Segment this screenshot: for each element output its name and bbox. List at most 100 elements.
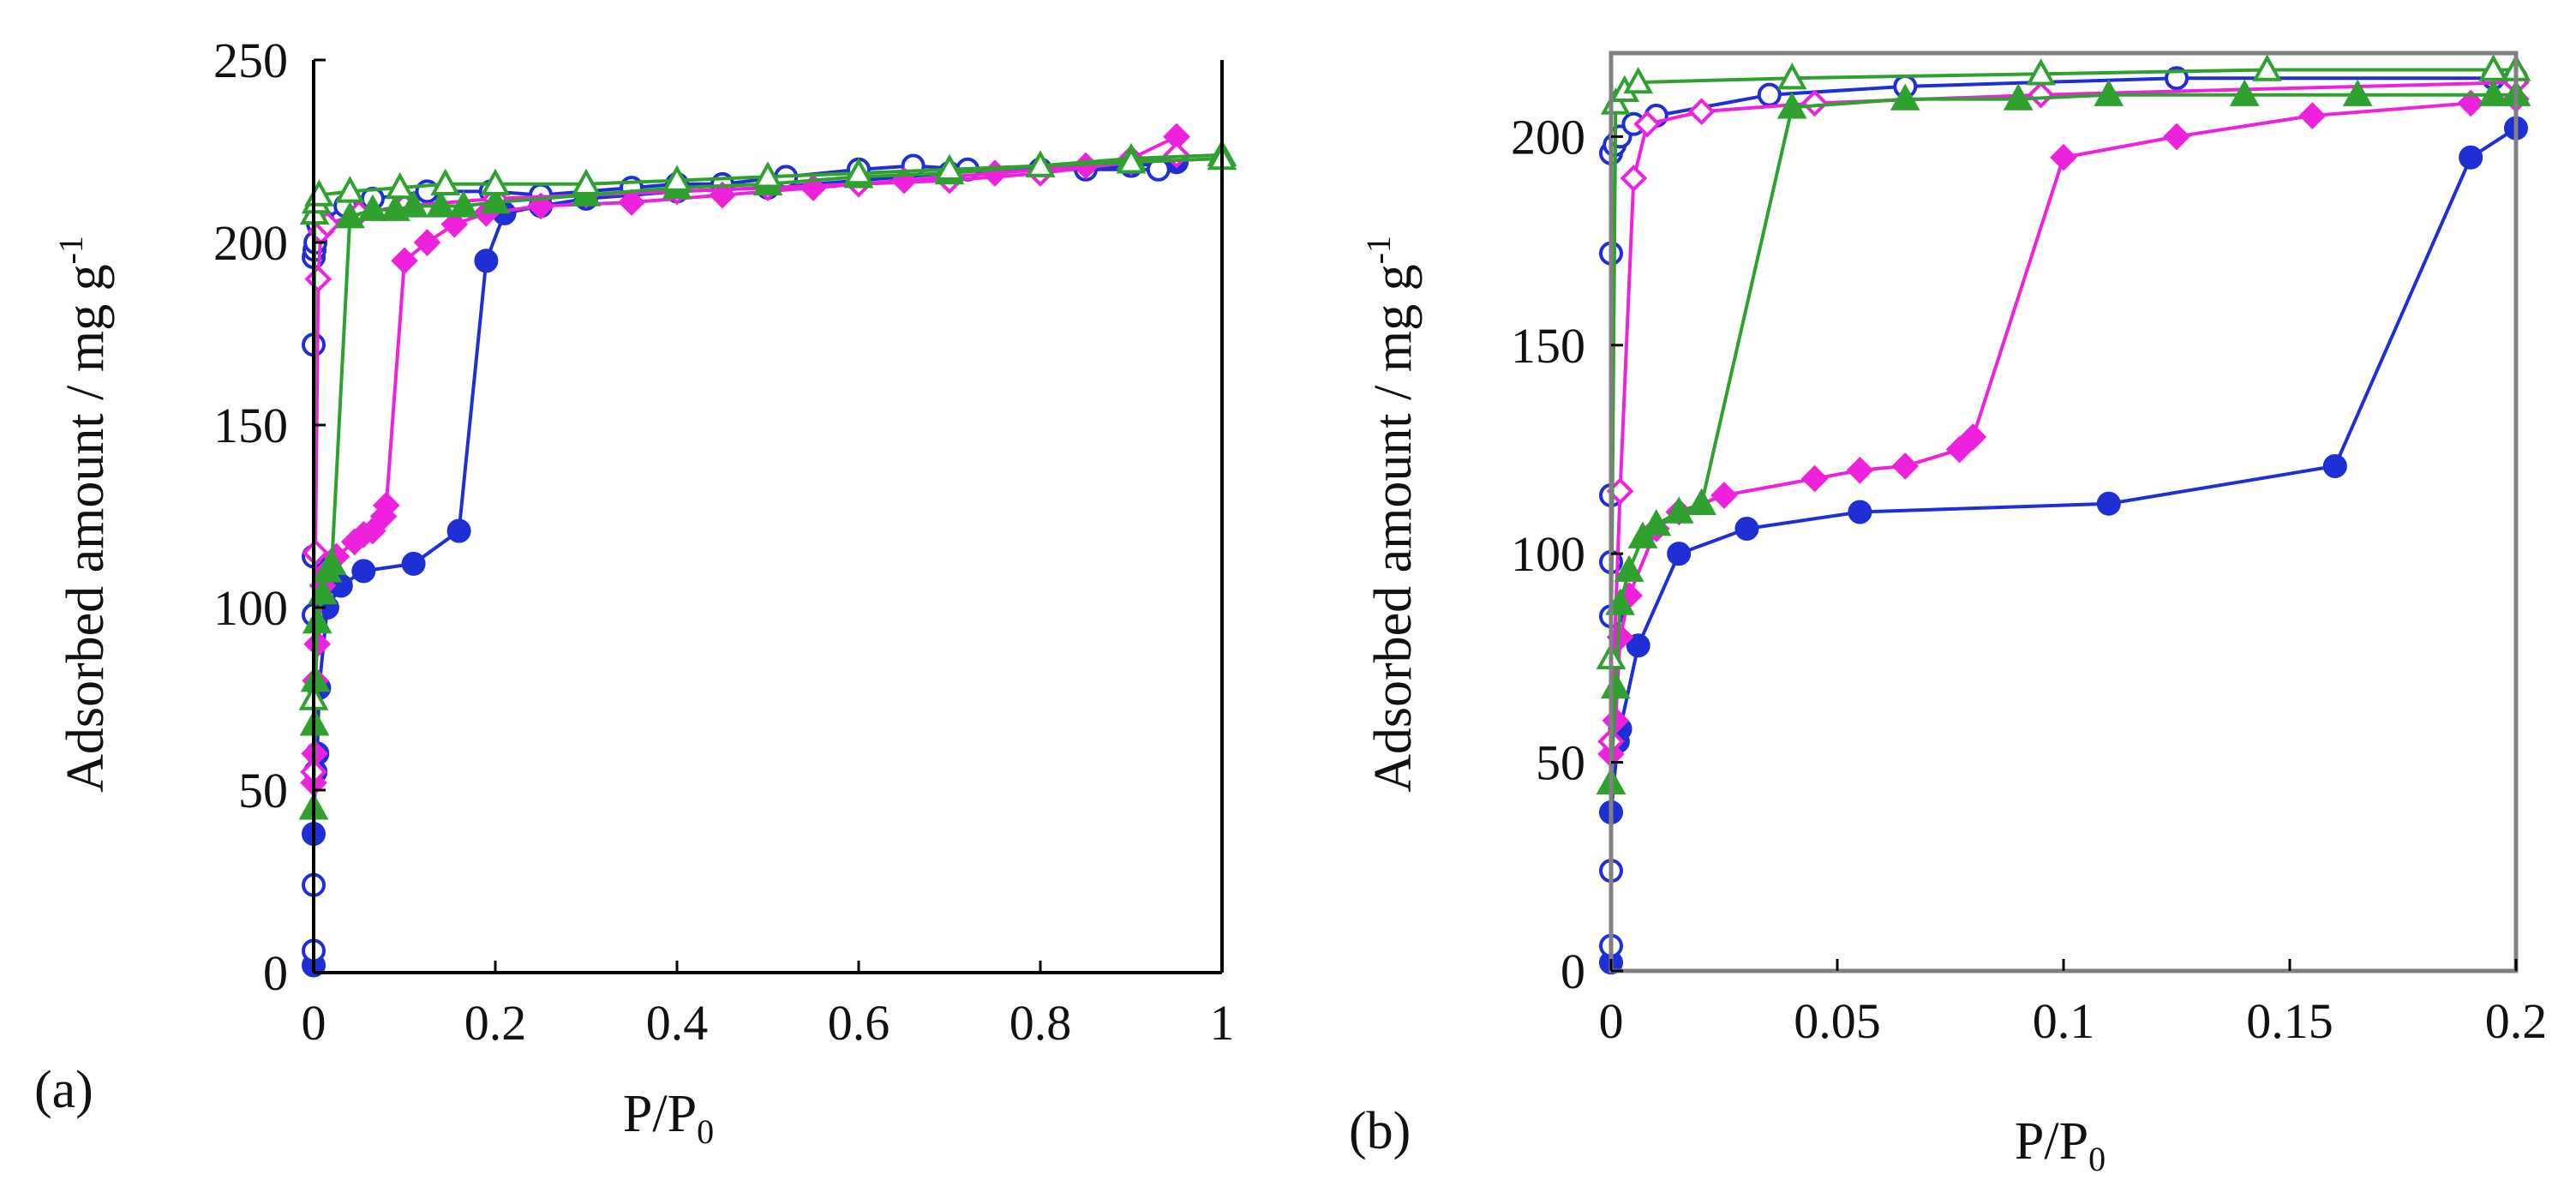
- panel-b-point-filled-circle: [2459, 145, 2483, 170]
- panel-b-x-tick-label: 0.2: [2485, 993, 2548, 1049]
- panel-b-series-line-filled-triangle: [1609, 93, 2516, 783]
- panel-a-y-tick-label: 50: [238, 763, 288, 818]
- panel-b-point-filled-triangle: [1686, 488, 1716, 515]
- panel-b-point-filled-triangle: [1605, 588, 1635, 615]
- panel-b-point-filled-triangle: [2229, 79, 2260, 106]
- panel-b-point-filled-diamond: [1846, 456, 1874, 484]
- panel-a-y-tick-label: 150: [213, 398, 288, 453]
- panel-b-point-open-diamond: [1633, 110, 1662, 138]
- panel-a-x-axis-label-main: P/P: [623, 1085, 697, 1143]
- panel-b-y-tick-label: 0: [1561, 943, 1585, 999]
- panel-a-point-open-triangle: [752, 161, 783, 189]
- panel-b-point-filled-circle: [1848, 500, 1872, 524]
- panel-b-x-tick-label: 0.05: [1794, 993, 1881, 1049]
- panel-b-point-filled-circle: [2096, 491, 2121, 516]
- panel-b-point-filled-triangle: [2003, 83, 2034, 111]
- panel-b-x-axis-label-main: P/P: [2015, 1112, 2088, 1171]
- panel-b-point-filled-diamond: [2163, 123, 2190, 151]
- panel-b-point-open-triangle: [2252, 54, 2282, 81]
- panel-a-point-open-triangle: [335, 176, 365, 203]
- panel-b-ticks: 0 50 100 150 200 0 0.05 0.1 0.15 0.2: [1511, 51, 2548, 1049]
- panel-a-point-filled-circle: [474, 249, 499, 273]
- panel-a-y-tick-label: 200: [213, 215, 288, 271]
- panel-b-y-tick-label: 200: [1511, 109, 1585, 165]
- panel-b-point-filled-circle: [1667, 542, 1692, 566]
- panel-a-point-filled-circle: [401, 551, 426, 576]
- panel-a-point-filled-triangle: [398, 190, 428, 218]
- panel-b-point-open-diamond: [2027, 81, 2055, 109]
- panel-a-point-filled-diamond: [413, 229, 441, 256]
- panel-b-point-filled-circle: [1626, 633, 1650, 658]
- panel-a-x-tick-label: 0.2: [464, 995, 527, 1051]
- panel-a-point-filled-diamond: [391, 247, 418, 275]
- panel-b-x-axis-label-sub: 0: [2088, 1140, 2106, 1178]
- panel-b-point-filled-triangle: [1627, 521, 1658, 548]
- panel-a-y-tick-label: 250: [213, 33, 288, 88]
- panel-b-point-filled-diamond: [1959, 423, 1987, 451]
- panel-b-y-tick-label: 150: [1511, 318, 1585, 374]
- panel-a-point-filled-circle: [351, 559, 376, 584]
- panel-b-point-filled-diamond: [1945, 435, 1974, 464]
- panel-a-series-line-open-diamond: [312, 153, 1177, 772]
- panel-b-y-axis-label-main: Adsorbed amount / mg g: [1364, 264, 1423, 793]
- panel-b-point-filled-diamond: [1710, 482, 1738, 509]
- panel-b-point-filled-triangle: [1776, 92, 1807, 119]
- panel-a-point-filled-diamond: [359, 517, 386, 545]
- panel-a-point-filled-triangle: [316, 548, 347, 576]
- panel-b-point-open-triangle: [2026, 58, 2056, 86]
- panel-a-y-axis-label-main: Adsorbed amount / mg g: [57, 264, 115, 793]
- panel-b-point-filled-diamond: [1891, 452, 1920, 480]
- panel-a-x-tick-label: 1: [1210, 995, 1235, 1051]
- panel-b-point-open-triangle: [1623, 66, 1654, 94]
- panel-b-point-filled-diamond: [1800, 464, 1829, 493]
- panel-b-point-filled-diamond: [2298, 102, 2327, 129]
- panel-a-x-tick-label: 0.8: [1009, 995, 1072, 1051]
- panel-b-point-filled-diamond: [2457, 89, 2485, 117]
- panel-b-point-filled-triangle: [2478, 79, 2508, 106]
- panel-b-point-filled-circle: [1734, 516, 1759, 541]
- panel-a-point-filled-triangle: [302, 606, 332, 634]
- panel-b-x-tick-label: 0: [1599, 993, 1624, 1049]
- panel-b-point-open-triangle: [1776, 63, 1807, 90]
- panel-a-point-open-triangle: [1116, 147, 1147, 174]
- panel-a-point-filled-diamond: [618, 189, 645, 216]
- panel-a-y-tick-label: 100: [213, 580, 288, 636]
- panel-b-label: (b): [1349, 1102, 1411, 1160]
- panel-a-point-filled-diamond: [440, 210, 469, 238]
- panel-a-x-axis-label: P/P0: [623, 1085, 714, 1151]
- panel-b-x-tick-label: 0.15: [2246, 993, 2333, 1049]
- panel-b-point-filled-circle: [2322, 453, 2347, 478]
- panel-a-point-open-triangle: [571, 168, 602, 195]
- panel-a-y-axis-label: Adsorbed amount / mg g-1: [51, 236, 115, 793]
- panel-b-y-axis-label: Adsorbed amount / mg g-1: [1359, 236, 1423, 793]
- panel-a-point-open-triangle: [480, 168, 511, 195]
- panel-b-point-filled-triangle: [1663, 496, 1694, 524]
- panel-b-y-axis-label-sup: -1: [1359, 236, 1398, 264]
- panel-b-series-line-open-diamond: [1609, 81, 2517, 742]
- panel-b-point-filled-triangle: [1614, 554, 1644, 582]
- panel-a-point-filled-diamond: [372, 491, 400, 519]
- panel-a-point-filled-triangle: [308, 577, 338, 605]
- panel-a-point-filled-circle: [446, 518, 471, 543]
- panel-a-point-filled-triangle: [335, 201, 365, 229]
- panel-b-x-axis-label: P/P0: [2015, 1112, 2106, 1178]
- panel-b-point-filled-triangle: [1890, 83, 1920, 111]
- panel-b-y-tick-label: 50: [1536, 735, 1585, 791]
- panel-a-point-open-triangle: [662, 165, 692, 192]
- panel-b-x-tick-label: 0.1: [2033, 993, 2095, 1049]
- panel-a-point-open-triangle: [430, 168, 461, 195]
- panel-a-y-axis-label-sup: -1: [51, 236, 90, 264]
- panel-a-point-filled-triangle: [426, 190, 456, 218]
- panel-a-point-open-triangle: [1025, 150, 1056, 177]
- panel-a-label: (a): [34, 1061, 93, 1119]
- panel-a-ticks: 0 50 100 150 200 250 0 0.2 0.4 0.6 0.8 1: [213, 33, 1235, 1051]
- panel-a-point-filled-triangle: [448, 190, 479, 218]
- panel-b-point-open-diamond: [1687, 98, 1716, 126]
- panel-a-point-open-triangle: [843, 157, 874, 185]
- panel-a-y-tick-label: 0: [263, 945, 288, 1001]
- panel-b-point-open-diamond: [1800, 89, 1829, 117]
- panel-a-x-tick-label: 0.6: [828, 995, 890, 1051]
- panel-b-point-filled-diamond: [2050, 143, 2077, 171]
